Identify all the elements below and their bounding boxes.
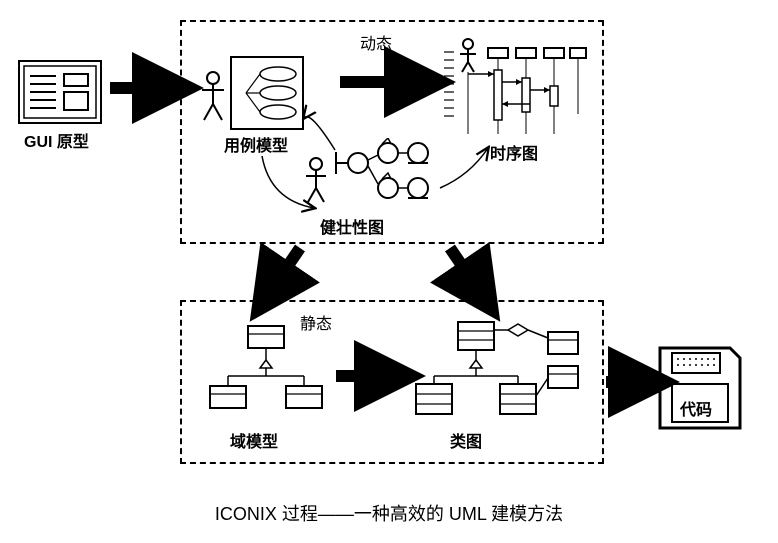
usecase-box	[230, 56, 304, 130]
code-floppy-icon	[650, 338, 750, 438]
domain-model-icon	[200, 320, 330, 430]
gui-prototype-icon	[18, 60, 102, 124]
robustness-label: 健壮性图	[320, 214, 384, 238]
sequence-icon	[440, 34, 590, 144]
sequence-label: 时序图	[490, 140, 538, 164]
dynamic-label: 动态	[360, 30, 392, 54]
domain-label: 域模型	[230, 428, 278, 452]
usecase-label: 用例模型	[224, 132, 288, 156]
gui-label: GUI 原型	[24, 128, 89, 152]
robustness-icon	[300, 138, 450, 218]
code-label: 代码	[680, 396, 712, 420]
figure-caption: ICONIX 过程——一种高效的 UML 建模方法	[0, 500, 778, 526]
class-label: 类图	[450, 428, 482, 452]
class-diagram-icon	[400, 316, 590, 436]
usecase-actor-icon	[196, 70, 230, 130]
diagram-canvas: 动态 静态 GUI 原型 用例	[0, 0, 778, 543]
